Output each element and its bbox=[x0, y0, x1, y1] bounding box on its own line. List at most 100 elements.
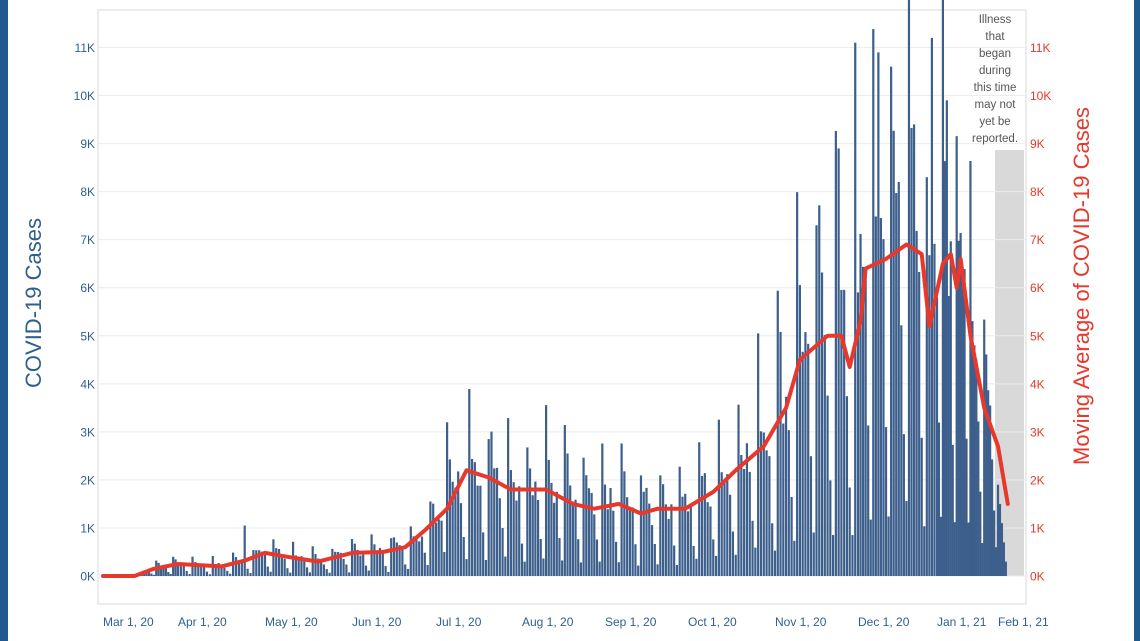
bar bbox=[432, 503, 435, 576]
bar bbox=[571, 501, 574, 576]
bar bbox=[994, 547, 998, 576]
bar bbox=[943, 161, 946, 576]
bar bbox=[662, 484, 665, 576]
bar bbox=[404, 564, 407, 576]
bar bbox=[275, 548, 278, 576]
y2-tick-label: 7K bbox=[1030, 233, 1045, 247]
bar bbox=[740, 455, 743, 576]
bar bbox=[515, 500, 518, 576]
bar bbox=[631, 507, 634, 576]
bar bbox=[243, 525, 246, 576]
bar bbox=[957, 240, 960, 576]
bar bbox=[468, 389, 471, 576]
bar bbox=[734, 554, 737, 576]
bar bbox=[892, 130, 895, 576]
bar bbox=[737, 404, 740, 576]
bar bbox=[979, 491, 982, 576]
bar bbox=[387, 571, 390, 576]
bar bbox=[900, 325, 903, 576]
bar bbox=[877, 52, 880, 576]
bar bbox=[845, 396, 849, 576]
bar bbox=[208, 574, 211, 576]
bar bbox=[712, 539, 715, 576]
bar bbox=[757, 333, 760, 576]
bar bbox=[398, 545, 401, 576]
bar bbox=[470, 458, 474, 576]
bar bbox=[905, 501, 908, 576]
bar bbox=[512, 482, 515, 576]
bar bbox=[656, 564, 659, 576]
bar bbox=[818, 205, 821, 576]
bar bbox=[648, 503, 651, 576]
bar bbox=[536, 500, 540, 576]
bar bbox=[558, 538, 561, 576]
bar bbox=[593, 514, 596, 576]
y2-tick-label: 8K bbox=[1030, 185, 1045, 199]
bar bbox=[851, 535, 854, 576]
y-tick-label: 3K bbox=[80, 425, 95, 439]
bar bbox=[345, 564, 348, 576]
bar bbox=[325, 569, 328, 576]
bar bbox=[277, 549, 281, 576]
bar bbox=[809, 456, 813, 576]
bar bbox=[895, 193, 898, 576]
bar bbox=[714, 555, 718, 576]
x-tick-label: Jul 1, 20 bbox=[436, 615, 482, 629]
bar bbox=[743, 468, 746, 576]
bar bbox=[941, 0, 945, 577]
bar bbox=[350, 538, 354, 576]
x-tick-label: Nov 1, 20 bbox=[775, 615, 827, 629]
reporting-lag-annotation: Illness that began during this time may … bbox=[971, 14, 1019, 145]
bar bbox=[820, 272, 824, 576]
y2-tick-label: 2K bbox=[1030, 473, 1045, 487]
bar bbox=[626, 497, 629, 576]
bar bbox=[874, 216, 877, 577]
bar bbox=[650, 525, 654, 576]
bar bbox=[910, 127, 913, 576]
bar bbox=[555, 491, 558, 576]
bar bbox=[784, 396, 788, 576]
x-tick-label: Jan 1, 21 bbox=[937, 615, 987, 629]
bar bbox=[159, 567, 163, 576]
bar bbox=[320, 559, 323, 576]
bar bbox=[531, 495, 534, 576]
bar bbox=[384, 565, 387, 576]
bar bbox=[169, 573, 172, 576]
bar bbox=[935, 297, 939, 576]
bar bbox=[947, 296, 950, 576]
bar bbox=[983, 319, 986, 576]
bar bbox=[751, 520, 754, 576]
bar bbox=[673, 545, 676, 576]
bar bbox=[864, 267, 867, 576]
bar bbox=[664, 504, 667, 576]
bar bbox=[339, 552, 342, 576]
bar bbox=[801, 351, 804, 576]
x-tick-label: Mar 1, 20 bbox=[103, 615, 154, 629]
bar bbox=[331, 548, 334, 576]
bar bbox=[418, 541, 421, 576]
bar bbox=[520, 543, 524, 576]
bar bbox=[412, 536, 415, 576]
bar bbox=[977, 421, 980, 576]
bar bbox=[723, 481, 726, 576]
bar bbox=[526, 447, 529, 576]
bar bbox=[897, 182, 900, 576]
bar bbox=[174, 559, 177, 576]
bar bbox=[779, 331, 782, 576]
bar bbox=[197, 565, 200, 576]
bar bbox=[796, 192, 799, 576]
bar bbox=[1004, 561, 1007, 576]
bar bbox=[951, 444, 954, 576]
bar bbox=[840, 289, 843, 576]
bar bbox=[859, 233, 862, 576]
bar bbox=[223, 567, 226, 576]
bar bbox=[829, 480, 832, 576]
bar bbox=[955, 136, 958, 576]
bar bbox=[920, 437, 923, 576]
bar bbox=[959, 232, 962, 576]
bar bbox=[445, 422, 449, 576]
bar bbox=[334, 551, 337, 576]
bar bbox=[709, 506, 712, 576]
bar bbox=[726, 474, 729, 576]
bar bbox=[765, 450, 768, 576]
